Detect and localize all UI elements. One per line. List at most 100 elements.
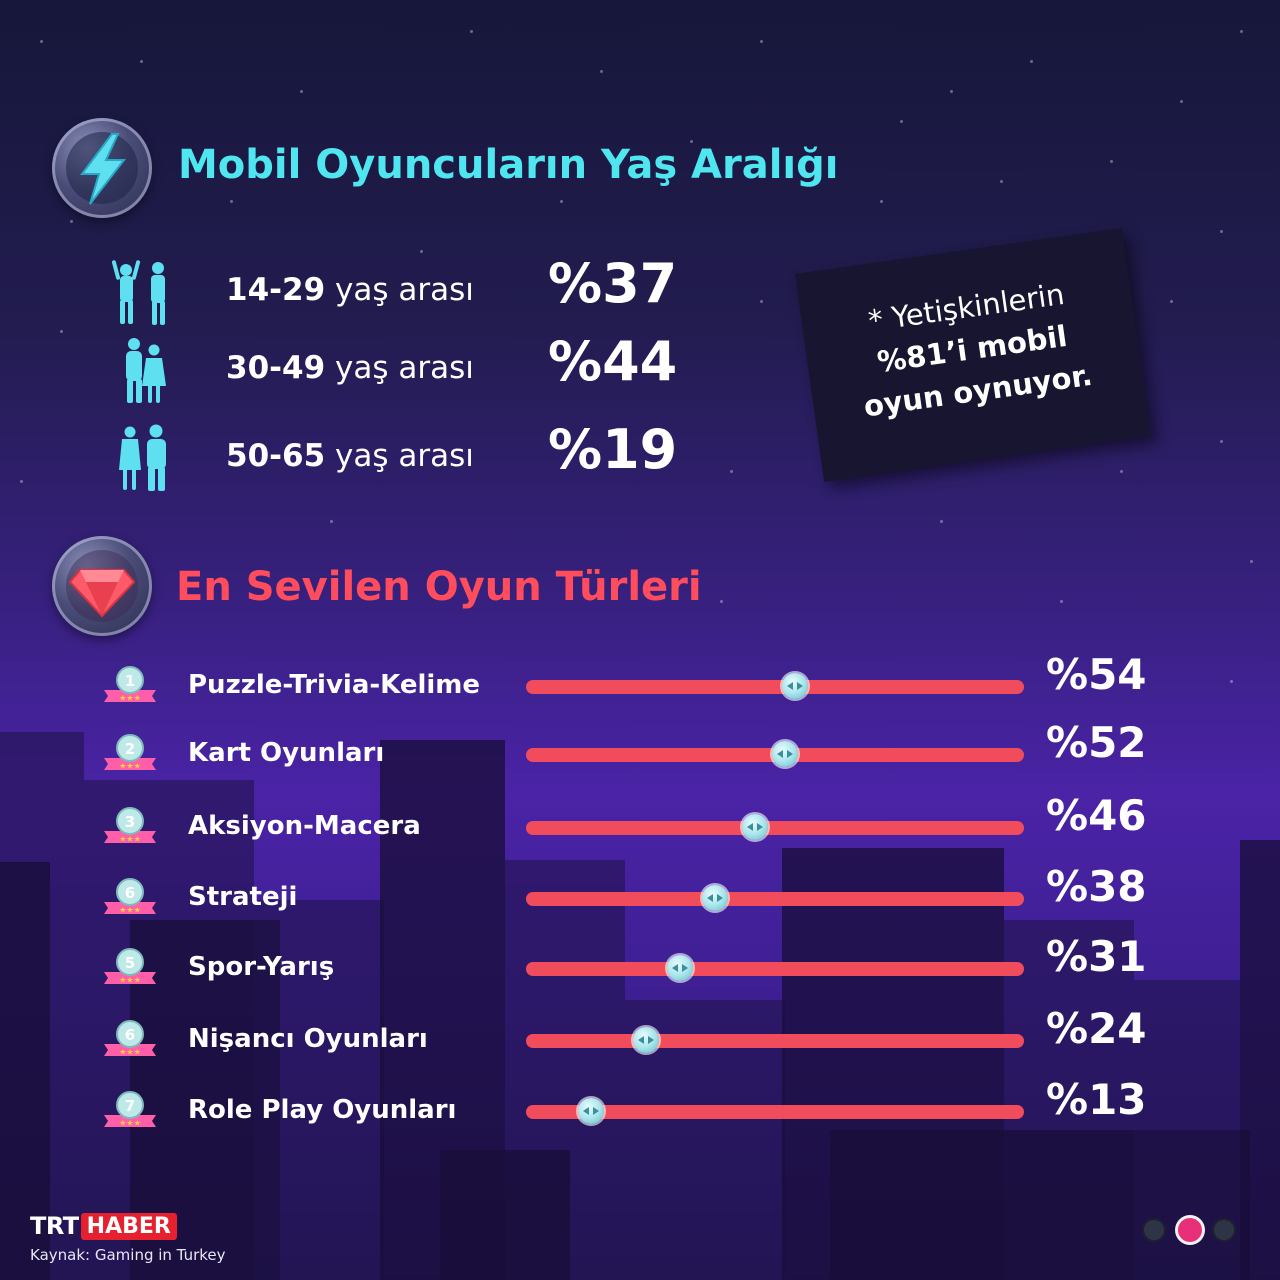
age-row: 14-29 yaş arası %37 bbox=[110, 252, 730, 338]
star bbox=[1120, 470, 1123, 473]
star bbox=[140, 60, 143, 63]
star bbox=[1180, 100, 1183, 103]
star bbox=[1250, 560, 1253, 563]
building-silhouette bbox=[440, 1150, 570, 1280]
svg-text:★★★: ★★★ bbox=[119, 1119, 141, 1128]
genre-bar bbox=[526, 673, 1024, 699]
pagination-dot[interactable] bbox=[1212, 1218, 1236, 1242]
star bbox=[300, 90, 303, 93]
star bbox=[1170, 300, 1173, 303]
age-range-value: %19 bbox=[548, 418, 678, 481]
building-silhouette bbox=[1240, 840, 1280, 1280]
genre-row: 2 ★★★ Kart Oyunları %52 bbox=[100, 718, 1180, 780]
star bbox=[760, 300, 763, 303]
bar-marker bbox=[742, 814, 769, 840]
star bbox=[760, 40, 763, 43]
rank-number: 7 bbox=[125, 1097, 135, 1115]
genre-name: Nişancı Oyunları bbox=[188, 1024, 428, 1054]
genre-value: %38 bbox=[1046, 862, 1147, 911]
people-icon bbox=[119, 424, 166, 491]
source-text: Kaynak: Gaming in Turkey bbox=[30, 1246, 226, 1264]
star bbox=[60, 330, 63, 333]
age-row: 50-65 yaş arası %19 bbox=[110, 418, 730, 504]
star bbox=[1000, 180, 1003, 183]
star bbox=[20, 480, 23, 483]
age-row: 30-49 yaş arası %44 bbox=[110, 330, 730, 416]
star bbox=[1240, 30, 1243, 33]
logo-haber: HABER bbox=[80, 1212, 177, 1240]
genre-row: 5 ★★★ Spor-Yarış %31 bbox=[100, 932, 1180, 994]
star bbox=[1220, 440, 1223, 443]
trt-haber-logo: TRT HABER bbox=[30, 1212, 177, 1242]
pagination-dot[interactable] bbox=[1142, 1218, 1166, 1242]
star bbox=[1110, 160, 1113, 163]
svg-text:★★★: ★★★ bbox=[119, 1048, 141, 1057]
genre-name: Role Play Oyunları bbox=[188, 1095, 457, 1125]
people-icon bbox=[126, 338, 166, 403]
lightning-bolt-icon bbox=[52, 118, 152, 218]
genre-row: 3 ★★★ Aksiyon-Macera %46 bbox=[100, 791, 1180, 853]
bar-marker bbox=[632, 1027, 659, 1053]
bar-marker bbox=[771, 741, 798, 767]
rank-badge-icon: 1 ★★★ bbox=[104, 666, 156, 703]
genre-value: %46 bbox=[1046, 791, 1147, 840]
star bbox=[1030, 60, 1033, 63]
age-range-value: %44 bbox=[548, 330, 678, 393]
pagination-dot[interactable] bbox=[1178, 1218, 1202, 1242]
rank-badge-icon: 5 ★★★ bbox=[104, 948, 156, 985]
star bbox=[470, 30, 473, 33]
star bbox=[730, 470, 733, 473]
genre-row: 1 ★★★ Puzzle-Trivia-Kelime %54 bbox=[100, 650, 1180, 712]
age-section-title: Mobil Oyuncuların Yaş Aralığı bbox=[178, 142, 839, 188]
age-range-label: 14-29 yaş arası bbox=[226, 272, 474, 308]
genre-bar bbox=[526, 1098, 1024, 1124]
logo-trt: TRT bbox=[30, 1212, 79, 1240]
rank-badge-icon: 2 ★★★ bbox=[104, 734, 156, 771]
building-silhouette bbox=[254, 900, 384, 1280]
star bbox=[1220, 230, 1223, 233]
genre-row: 6 ★★★ Nişancı Oyunları %24 bbox=[100, 1004, 1180, 1066]
rank-number: 3 bbox=[125, 813, 135, 831]
svg-text:★★★: ★★★ bbox=[119, 976, 141, 985]
genre-name: Puzzle-Trivia-Kelime bbox=[188, 670, 481, 700]
star bbox=[880, 200, 883, 203]
age-range-value: %37 bbox=[548, 252, 678, 315]
rank-badge-icon: 3 ★★★ bbox=[104, 807, 156, 844]
building-silhouette bbox=[0, 862, 50, 1280]
star bbox=[420, 250, 423, 253]
people-icon bbox=[111, 260, 165, 325]
genre-name: Kart Oyunları bbox=[188, 738, 385, 768]
rank-badge-icon: 6 ★★★ bbox=[104, 1020, 156, 1057]
star bbox=[720, 600, 723, 603]
svg-text:★★★: ★★★ bbox=[119, 762, 141, 771]
genre-name: Aksiyon-Macera bbox=[188, 811, 421, 841]
note-card: * Yetişkinlerin %81’i mobil oyun oynuyor… bbox=[794, 228, 1152, 482]
star bbox=[70, 220, 73, 223]
rank-badge-icon: 6 ★★★ bbox=[104, 878, 156, 915]
genre-bar bbox=[526, 814, 1024, 840]
star bbox=[950, 90, 953, 93]
star bbox=[600, 70, 603, 73]
rank-number: 6 bbox=[125, 884, 135, 902]
genre-value: %24 bbox=[1046, 1004, 1147, 1053]
rank-number: 5 bbox=[125, 954, 135, 972]
genre-name: Spor-Yarış bbox=[188, 952, 335, 982]
genre-value: %31 bbox=[1046, 932, 1147, 981]
star bbox=[900, 120, 903, 123]
svg-text:★★★: ★★★ bbox=[119, 906, 141, 915]
genre-section-title: En Sevilen Oyun Türleri bbox=[176, 564, 702, 610]
star bbox=[330, 520, 333, 523]
genre-bar bbox=[526, 885, 1024, 911]
genre-value: %52 bbox=[1046, 718, 1147, 767]
bar-marker bbox=[702, 885, 729, 911]
bar-marker bbox=[577, 1098, 604, 1124]
rank-number: 6 bbox=[125, 1026, 135, 1044]
svg-text:★★★: ★★★ bbox=[119, 694, 141, 703]
genre-value: %54 bbox=[1046, 650, 1147, 699]
genre-value: %13 bbox=[1046, 1075, 1147, 1124]
star bbox=[690, 140, 693, 143]
svg-text:★★★: ★★★ bbox=[119, 835, 141, 844]
rank-badge-icon: 7 ★★★ bbox=[104, 1091, 156, 1128]
genre-bar bbox=[526, 741, 1024, 767]
